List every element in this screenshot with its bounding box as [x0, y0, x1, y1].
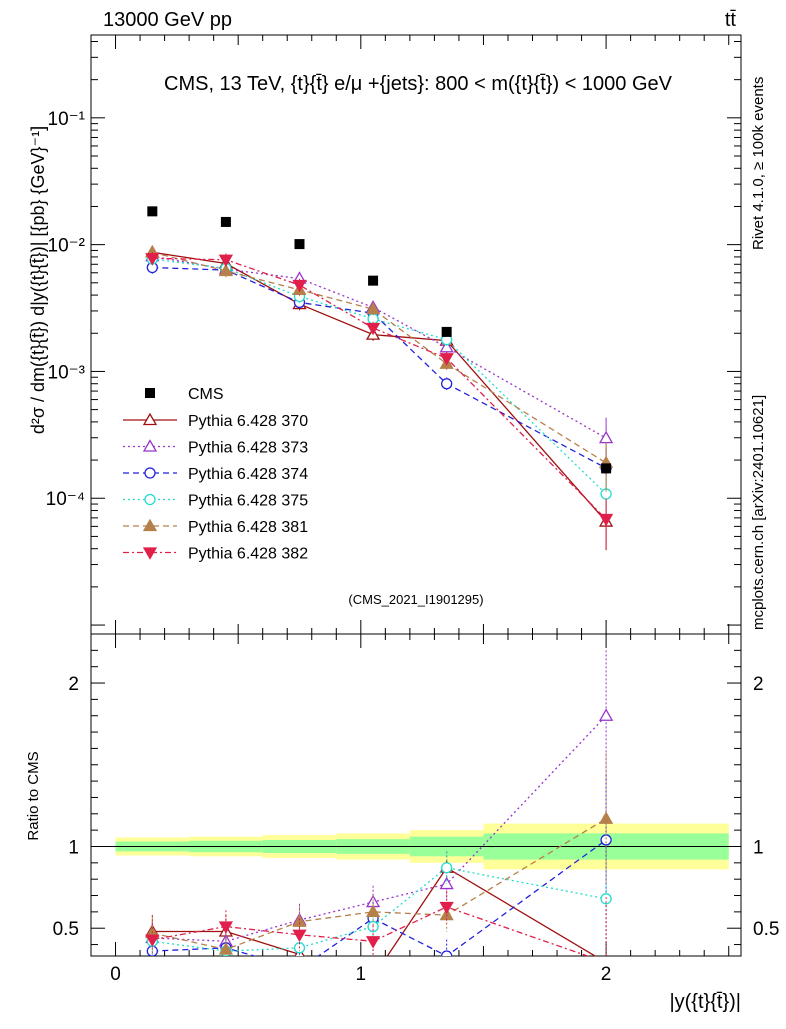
legend-label: Pythia 6.428 373 [188, 440, 308, 457]
series-pythia-6-428-373-ratio-line [152, 715, 607, 942]
ratio-tick-label: 1 [68, 837, 79, 858]
ratio-tick-label: 0.5 [753, 919, 779, 940]
legend-label: Pythia 6.428 374 [188, 466, 308, 483]
series-pythia-6-428-374-point [441, 378, 453, 390]
rivet-label: Rivet 4.1.0, ≥ 100k events [750, 77, 767, 250]
legend-marker [144, 493, 156, 506]
x-tick-label: 1 [356, 964, 367, 985]
series-pythia-6-428-381-ratio-point [598, 811, 614, 824]
chart-title: CMS, 13 TeV, {t}{t̄} e/μ +{jets}: 800 < … [164, 73, 673, 95]
legend-label-cms: CMS [188, 386, 224, 403]
series-pythia-6-428-381-ratio-line [152, 818, 607, 951]
ratio-tick-label: 2 [68, 674, 79, 695]
series-pythia-6-428-381-line [152, 251, 607, 464]
series-pythia-6-428-374-ratio-line [152, 839, 607, 956]
legend-label: Pythia 6.428 382 [188, 546, 308, 563]
cms-data-point [220, 216, 231, 227]
series-pythia-6-428-375-ratio-point [441, 862, 453, 874]
series-pythia-6-428-381-point [218, 263, 234, 277]
ratio-tick-label: 2 [753, 674, 764, 695]
main-panel: CMS, 13 TeV, {t}{t̄} e/μ +{jets}: 800 < … [28, 34, 742, 635]
series-pythia-6-428-382-ratio-point [292, 929, 307, 943]
legend-label: Pythia 6.428 370 [188, 413, 308, 430]
series-pythia-6-428-382-ratio-point [439, 901, 454, 915]
y-tick-label: 10⁻⁴ [46, 489, 85, 510]
y-tick-label: 10⁻² [48, 236, 86, 257]
series-pythia-6-428-370-ratio-point [367, 971, 379, 982]
legend: CMS Pythia 6.428 370 Pythia 6.428 373 Pythi… [123, 386, 308, 563]
series-pythia-6-428-381-point [365, 301, 381, 315]
series-pythia-6-428-382-ratio-point [145, 934, 160, 947]
series-pythia-6-428-374-ratio-point [294, 964, 304, 974]
series-pythia-6-428-373-ratio-point [598, 708, 614, 721]
series-pythia-6-428-382-ratio-point [218, 921, 234, 934]
energy-label: 13000 GeV pp [103, 9, 232, 31]
ratio-tick-label: 0.5 [53, 919, 79, 940]
series-pythia-6-428-382-point [365, 322, 381, 336]
ratio-frame [90, 633, 742, 957]
ratio-tick-label: 1 [753, 837, 764, 858]
main-frame [90, 34, 742, 635]
x-tick-label: 0 [110, 964, 121, 985]
ratio-y-label: Ratio to CMS [25, 751, 42, 840]
series-pythia-6-428-375-line [152, 258, 607, 495]
legend-marker [142, 518, 158, 532]
y-tick-label: 10⁻³ [48, 362, 86, 383]
series-pythia-6-428-381-ratio-point [218, 942, 234, 955]
series-pythia-6-428-370-line [152, 251, 607, 522]
analysis-id: (CMS_2021_I1901295) [348, 592, 483, 607]
legend-label: Pythia 6.428 381 [188, 519, 308, 536]
x-axis-label: |y({t}{t̄})| [669, 991, 741, 1013]
cms-data-point [441, 326, 452, 337]
cms-data-point [294, 239, 305, 250]
series-pythia-6-428-373-ratio-point [439, 876, 454, 890]
series-pythia-6-428-370-ratio-line [152, 866, 597, 956]
series-pythia-6-428-382-point [439, 353, 454, 366]
legend-marker-cms [145, 388, 155, 398]
series-pythia-6-428-374-line [152, 266, 607, 469]
series-pythia-6-428-373-line [152, 255, 607, 439]
legend-marker [142, 547, 158, 560]
series-pythia-6-428-382-point [598, 513, 614, 527]
legend-marker [142, 439, 158, 452]
series-pythia-6-428-381-ratio-point [365, 904, 381, 918]
series-pythia-6-428-382-point [145, 253, 160, 266]
legend-marker [144, 467, 156, 479]
y-axis-label: d²σ / dm({t}{t̄}) d|y({t}{t̄})| [{pb} {G… [28, 126, 48, 434]
process-label: tt̄ [725, 9, 737, 31]
x-tick-label: 2 [601, 964, 612, 985]
cms-data-point [601, 463, 612, 474]
series-pythia-6-428-382-ratio-point [365, 936, 381, 949]
y-tick-label: 10⁻¹ [48, 109, 86, 130]
series-pythia-6-428-373-point [439, 339, 454, 353]
series-pythia-6-428-373-point [598, 430, 614, 444]
series-pythia-6-428-374-ratio-point [600, 834, 612, 846]
series-pythia-6-428-381-ratio-point [292, 914, 307, 927]
cms-data-point [368, 275, 379, 286]
series-pythia-6-428-382-line [152, 257, 607, 520]
series-pythia-6-428-382-point [292, 279, 307, 293]
ratio-panel: Ratio to CMS 0.5 0.5 1 1 2 2 0 1 2 |y({t}{t̄})| [25, 633, 779, 1013]
mcplots-label: mcplots.cern.ch [arXiv:2401.10621] [750, 395, 767, 630]
series-pythia-6-428-382-point [218, 254, 234, 268]
series-pythia-6-428-374-ratio-point [441, 950, 453, 956]
cms-data-point [147, 206, 158, 217]
legend-label: Pythia 6.428 375 [188, 493, 308, 510]
legend-marker [142, 412, 158, 426]
series-pythia-6-428-375-ratio-line [152, 867, 607, 952]
series-pythia-6-428-382-ratio-line [152, 906, 590, 956]
